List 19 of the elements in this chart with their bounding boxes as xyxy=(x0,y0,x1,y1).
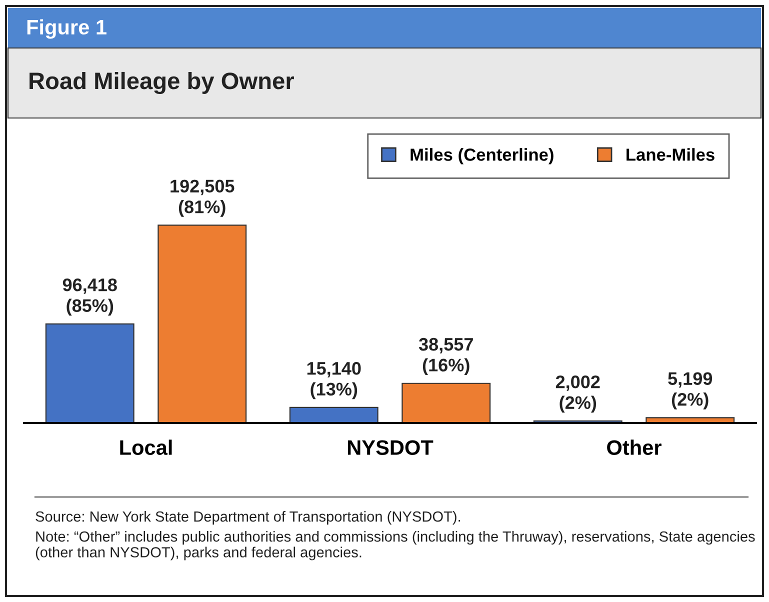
bar xyxy=(158,224,247,423)
x-tick-label: NYSDOT xyxy=(348,440,434,455)
data-label: 2,002 (2%) xyxy=(556,376,600,413)
data-label: 15,140 (13%) xyxy=(307,362,361,400)
legend-label: Lane-Miles xyxy=(626,148,714,161)
bar xyxy=(45,323,134,423)
data-label: 192,505 (81%) xyxy=(170,180,234,217)
chart-title: Road Mileage by Owner xyxy=(30,72,294,94)
data-label: 96,418 (85%) xyxy=(62,278,117,316)
data-label: 5,199 (2%) xyxy=(668,372,712,410)
x-tick-label: Local xyxy=(120,440,172,455)
data-label: 38,557 (16%) xyxy=(418,338,473,376)
source-note: Source: New York State Department of Transportation (NYSDOT). xyxy=(36,511,460,525)
bar xyxy=(402,382,491,423)
chart-subtitle: Figure 1 xyxy=(27,19,106,39)
bar xyxy=(289,406,378,423)
text: Note: “Other” includes public authorities and commissions (including the Thruway), reservations, State agencies (other than NYSDOT), parks and federal agencies. xyxy=(36,531,755,560)
x-tick-label: Other xyxy=(607,440,662,455)
legend-label: Miles (Centerline) xyxy=(410,148,554,164)
